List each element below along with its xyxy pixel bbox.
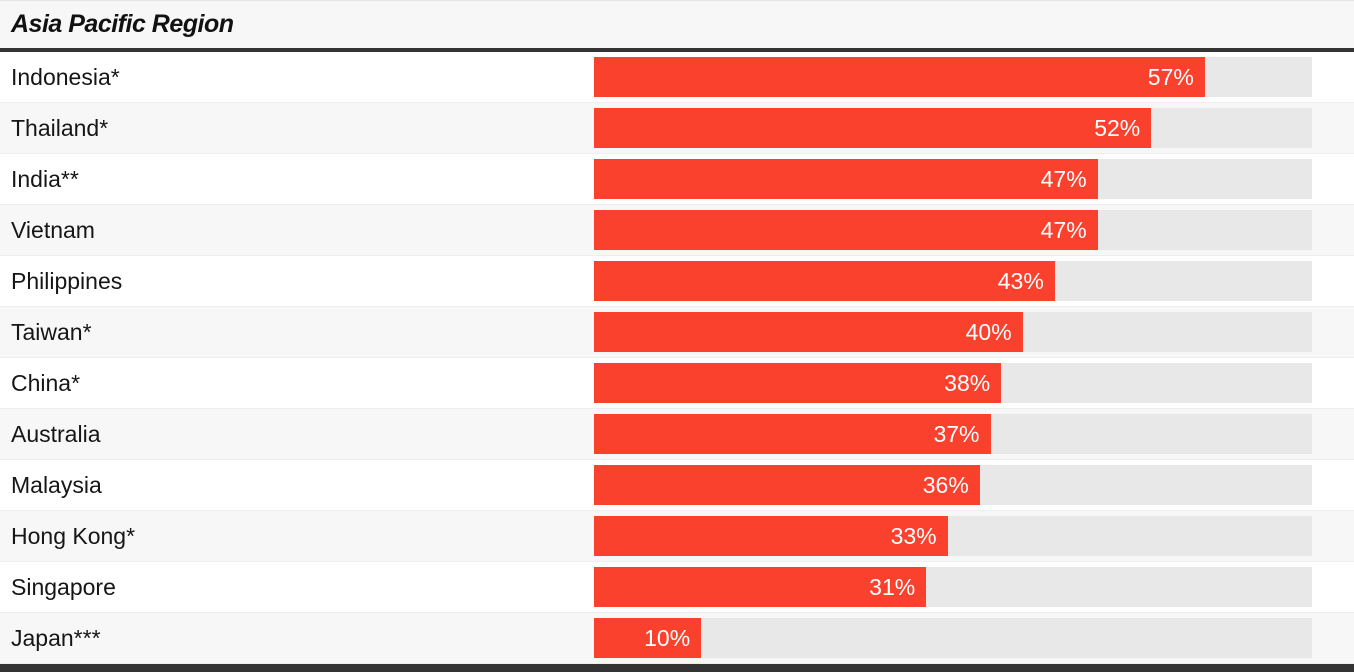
table-row: Singapore 31% xyxy=(0,562,1354,613)
bar-track: 43% xyxy=(594,261,1312,301)
country-label: China* xyxy=(11,369,81,396)
bar-value-label: 47% xyxy=(1040,165,1087,192)
country-label: Philippines xyxy=(11,267,123,294)
bar-track: 37% xyxy=(594,414,1312,454)
bar: 10% xyxy=(594,618,702,658)
bar-value-label: 40% xyxy=(965,318,1012,345)
country-label: Singapore xyxy=(11,573,116,600)
table-row: Japan*** 10% xyxy=(0,613,1354,664)
bar-value-label: 47% xyxy=(1040,216,1087,243)
bar: 52% xyxy=(594,108,1152,148)
bar-value-label: 33% xyxy=(890,522,937,549)
bar-track: 57% xyxy=(594,57,1312,97)
country-label: India** xyxy=(11,165,79,192)
bar: 43% xyxy=(594,261,1055,301)
bar-value-label: 31% xyxy=(869,573,916,600)
country-label: Vietnam xyxy=(11,216,95,243)
bar-value-label: 38% xyxy=(944,369,991,396)
bar: 47% xyxy=(594,210,1098,250)
table-row: Philippines 43% xyxy=(0,256,1354,307)
bar: 47% xyxy=(594,159,1098,199)
bar: 38% xyxy=(594,363,1002,403)
bar-value-label: 57% xyxy=(1147,63,1194,90)
bar: 36% xyxy=(594,465,980,505)
chart-title: Asia Pacific Region xyxy=(11,10,234,38)
country-label: Japan*** xyxy=(11,624,101,651)
country-label: Taiwan* xyxy=(11,318,92,345)
country-label: Australia xyxy=(11,420,101,447)
country-label: Hong Kong* xyxy=(11,522,136,549)
bar-track: 40% xyxy=(594,312,1312,352)
chart-header: Asia Pacific Region xyxy=(0,0,1354,52)
bar-value-label: 36% xyxy=(922,471,969,498)
table-row: Malaysia 36% xyxy=(0,460,1354,511)
bar: 33% xyxy=(594,516,948,556)
table-row: Thailand* 52% xyxy=(0,103,1354,154)
table-row: China* 38% xyxy=(0,358,1354,409)
bar: 40% xyxy=(594,312,1023,352)
country-label: Malaysia xyxy=(11,471,102,498)
bar-value-label: 43% xyxy=(997,267,1044,294)
bar-track: 31% xyxy=(594,567,1312,607)
bar-track: 47% xyxy=(594,159,1312,199)
bar-track: 10% xyxy=(594,618,1312,658)
country-label: Indonesia* xyxy=(11,63,120,90)
bar: 37% xyxy=(594,414,991,454)
table-row: Vietnam 47% xyxy=(0,205,1354,256)
bar-track: 38% xyxy=(594,363,1312,403)
bar: 57% xyxy=(594,57,1205,97)
bar-rows: Indonesia* 57% Thailand* 52% India** 47%… xyxy=(0,52,1354,664)
table-row: Taiwan* 40% xyxy=(0,307,1354,358)
bar-value-label: 37% xyxy=(933,420,980,447)
table-row: India** 47% xyxy=(0,154,1354,205)
bar: 31% xyxy=(594,567,927,607)
bar-track: 52% xyxy=(594,108,1312,148)
table-row: Indonesia* 57% xyxy=(0,52,1354,103)
bar-track: 36% xyxy=(594,465,1312,505)
country-label: Thailand* xyxy=(11,114,109,141)
table-row: Hong Kong* 33% xyxy=(0,511,1354,562)
bottom-rule xyxy=(0,664,1354,672)
bar-track: 33% xyxy=(594,516,1312,556)
bar-track: 47% xyxy=(594,210,1312,250)
bar-value-label: 10% xyxy=(644,624,691,651)
bar-value-label: 52% xyxy=(1094,114,1141,141)
table-row: Australia 37% xyxy=(0,409,1354,460)
